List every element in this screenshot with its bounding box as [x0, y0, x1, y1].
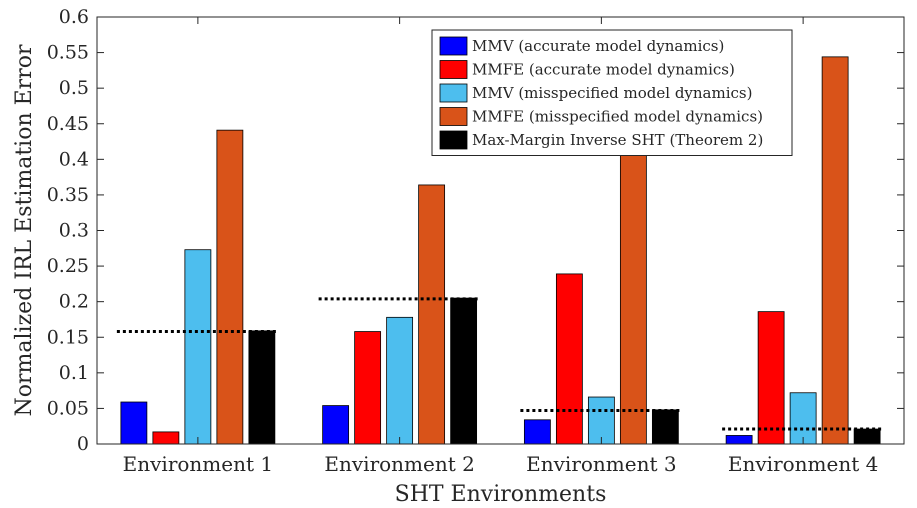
- y-tick-label: 0.05: [47, 397, 89, 419]
- bar: [853, 428, 881, 445]
- bar: [354, 331, 382, 445]
- bar: [418, 184, 446, 445]
- reference-lines: [116, 297, 883, 431]
- legend-swatch: [439, 107, 468, 126]
- bar: [248, 330, 276, 445]
- bar: [555, 273, 583, 445]
- legend-label: MMFE (misspecified model dynamics): [472, 108, 763, 126]
- x-tick-label: Environment 1: [123, 452, 273, 476]
- legend-swatch: [439, 60, 468, 79]
- legend-label: Max-Margin Inverse SHT (Theorem 2): [472, 131, 763, 149]
- bar: [322, 405, 350, 445]
- y-tick-label: 0.55: [47, 42, 89, 64]
- bar: [757, 311, 785, 445]
- y-tick-label: 0.1: [59, 362, 89, 384]
- bar: [821, 56, 849, 445]
- y-tick-label: 0.45: [47, 113, 89, 135]
- y-tick-label: 0.5: [59, 77, 89, 99]
- bars: [120, 56, 881, 445]
- y-axis-ticks: 0 0.05 0.1 0.15 0.2 0.25 0.3 0.35 0.4 0.45 0.5 0.55…: [47, 6, 904, 455]
- bar: [523, 419, 551, 445]
- bar: [587, 396, 615, 445]
- x-tick-label: Environment 2: [324, 452, 474, 476]
- bar: [789, 392, 817, 445]
- legend-swatch: [439, 130, 468, 150]
- legend-label: MMV (accurate model dynamics): [472, 37, 724, 55]
- bar: [619, 153, 647, 445]
- legend-box: [431, 29, 793, 156]
- bar: [725, 435, 753, 445]
- y-tick-label: 0.15: [47, 326, 89, 348]
- bar: [120, 401, 148, 445]
- y-tick-label: 0.25: [47, 255, 89, 277]
- legend-swatch: [439, 83, 468, 103]
- bar: [651, 409, 679, 445]
- legend-swatch: [439, 36, 468, 56]
- y-tick-label: 0.35: [47, 184, 89, 206]
- y-axis-title: Normalized IRL Estimation Error: [12, 44, 37, 416]
- x-axis-ticks: Environment 1 Environment 2 Environment 3 E…: [123, 17, 878, 476]
- bar: [386, 316, 414, 445]
- y-tick-label: 0.2: [59, 291, 89, 313]
- legend-label: MMV (misspecified model dynamics): [472, 84, 752, 102]
- bar: [216, 129, 244, 445]
- bar: [450, 297, 478, 445]
- legend-label: MMFE (accurate model dynamics): [472, 61, 735, 79]
- bar: [152, 431, 180, 445]
- x-tick-label: Environment 3: [526, 452, 676, 476]
- x-axis-title: SHT Environments: [395, 482, 607, 507]
- y-tick-label: 0.3: [59, 220, 89, 242]
- legend: MMV (accurate model dynamics) MMFE (accur…: [431, 29, 793, 156]
- plot-frame: [96, 16, 905, 445]
- x-tick-label: Environment 4: [728, 452, 878, 476]
- y-tick-label: 0.4: [59, 148, 89, 170]
- bar: [184, 249, 212, 445]
- y-tick-label: 0: [77, 433, 89, 455]
- y-tick-label: 0.6: [59, 6, 89, 28]
